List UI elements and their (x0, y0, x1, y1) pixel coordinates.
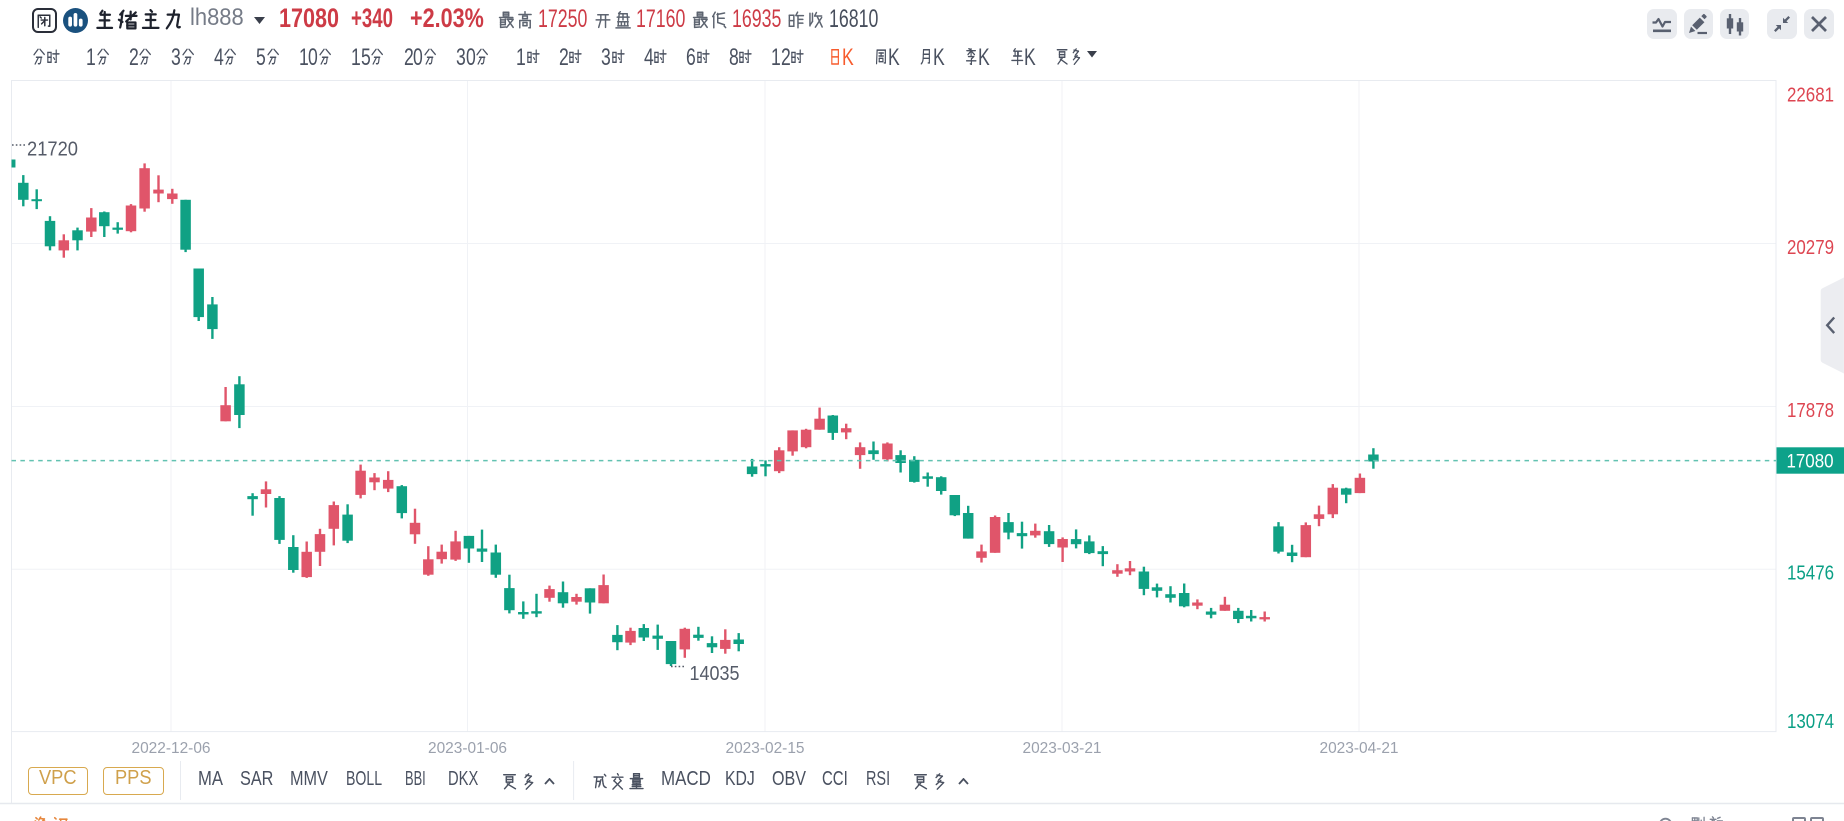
svg-text:20279: 20279 (1787, 236, 1834, 259)
svg-text:2023-01-06: 2023-01-06 (428, 740, 507, 757)
svg-text:13074: 13074 (1787, 710, 1834, 733)
svg-text:14035: 14035 (690, 662, 740, 685)
svg-text:22681: 22681 (1787, 83, 1834, 106)
svg-text:2023-04-21: 2023-04-21 (1320, 740, 1399, 757)
svg-text:2023-02-15: 2023-02-15 (726, 740, 805, 757)
svg-text:21720: 21720 (27, 137, 78, 160)
svg-text:15476: 15476 (1787, 562, 1834, 585)
svg-text:17080: 17080 (1787, 451, 1834, 473)
svg-text:17878: 17878 (1787, 399, 1834, 422)
svg-text:2023-03-21: 2023-03-21 (1023, 740, 1102, 757)
svg-text:2022-12-06: 2022-12-06 (132, 740, 211, 757)
